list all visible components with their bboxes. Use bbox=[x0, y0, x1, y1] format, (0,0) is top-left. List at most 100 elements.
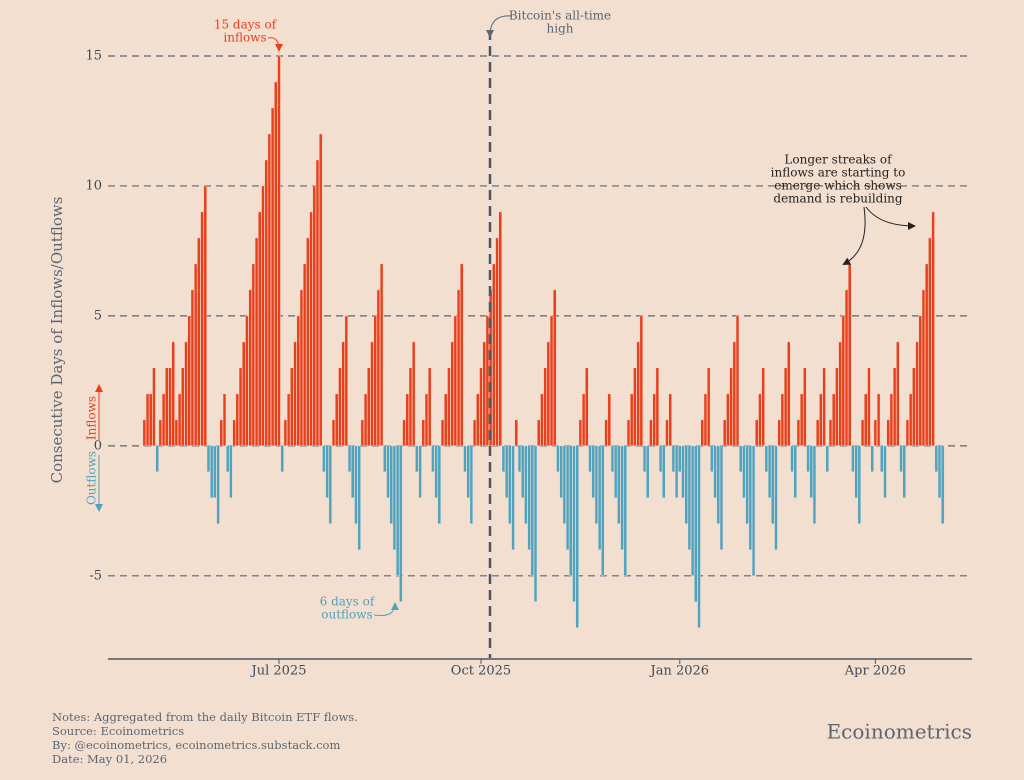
bar bbox=[623, 445, 627, 577]
bar bbox=[931, 211, 935, 447]
bar bbox=[171, 341, 175, 447]
bar bbox=[367, 367, 371, 447]
bar bbox=[248, 289, 252, 447]
bar bbox=[614, 445, 618, 499]
annotation: inflows are starting to bbox=[771, 166, 906, 180]
bar bbox=[501, 445, 506, 473]
bar bbox=[331, 419, 336, 447]
bar bbox=[912, 367, 916, 447]
bar bbox=[787, 341, 791, 447]
bar bbox=[399, 445, 403, 603]
bar bbox=[848, 263, 852, 447]
bar bbox=[315, 159, 320, 447]
bar bbox=[658, 445, 663, 473]
bar bbox=[941, 445, 945, 525]
y-tick-label: 15 bbox=[85, 48, 102, 63]
bar bbox=[892, 367, 897, 447]
bar bbox=[431, 445, 435, 473]
y-tick-label: -5 bbox=[89, 568, 102, 583]
bar bbox=[790, 445, 794, 473]
bar bbox=[482, 341, 486, 447]
bar bbox=[899, 445, 903, 473]
bar bbox=[937, 445, 942, 499]
annotation: Longer streaks of bbox=[784, 153, 893, 167]
bar bbox=[771, 445, 775, 525]
bar bbox=[347, 445, 352, 473]
x-tick-label: Apr 2026 bbox=[844, 664, 906, 679]
bar bbox=[921, 289, 926, 447]
bar bbox=[210, 445, 214, 499]
bar bbox=[694, 445, 698, 603]
bar bbox=[222, 393, 227, 447]
bar bbox=[745, 445, 749, 525]
bar bbox=[723, 419, 727, 447]
bar bbox=[296, 315, 300, 447]
bar bbox=[242, 341, 246, 447]
bar bbox=[719, 445, 724, 551]
bar bbox=[389, 445, 393, 525]
bar bbox=[562, 445, 567, 525]
bar bbox=[783, 367, 788, 447]
bar bbox=[376, 289, 381, 447]
bar bbox=[280, 445, 284, 473]
note: By: @ecoinometrics, ecoinometrics.substa… bbox=[52, 738, 340, 752]
bar bbox=[886, 419, 890, 447]
bar bbox=[344, 315, 348, 447]
bar bbox=[639, 315, 643, 447]
bar bbox=[819, 393, 823, 447]
bar bbox=[303, 263, 307, 447]
bar bbox=[572, 445, 576, 603]
bar bbox=[174, 419, 179, 447]
bar bbox=[521, 445, 525, 499]
bar bbox=[857, 445, 861, 525]
bar bbox=[527, 445, 531, 551]
bar bbox=[213, 445, 217, 499]
bar bbox=[565, 445, 570, 551]
bar bbox=[588, 445, 592, 473]
bar bbox=[428, 367, 432, 447]
bar bbox=[678, 445, 682, 473]
bar bbox=[633, 367, 637, 447]
bar bbox=[668, 393, 672, 447]
bar bbox=[370, 341, 374, 447]
bar bbox=[838, 341, 842, 447]
bar bbox=[537, 419, 541, 447]
bar bbox=[229, 445, 233, 499]
annotation-arrow bbox=[865, 206, 916, 230]
bar bbox=[514, 419, 518, 447]
bar bbox=[258, 211, 262, 447]
bar bbox=[274, 81, 278, 447]
bar bbox=[373, 315, 377, 447]
bar bbox=[876, 393, 881, 447]
bar bbox=[437, 445, 441, 525]
bar bbox=[739, 445, 743, 473]
bar bbox=[232, 419, 236, 447]
bar bbox=[726, 393, 730, 447]
bar bbox=[283, 419, 288, 447]
bar bbox=[655, 367, 659, 447]
bar bbox=[742, 445, 746, 499]
x-tick-label: Oct 2025 bbox=[451, 664, 511, 679]
bar bbox=[469, 445, 474, 525]
bar bbox=[492, 263, 496, 447]
bar bbox=[463, 445, 467, 473]
outflows-label: Outflows bbox=[85, 451, 99, 505]
bar bbox=[238, 367, 243, 447]
inflows-label: Inflows bbox=[85, 396, 99, 440]
bar bbox=[286, 393, 291, 447]
bar bbox=[860, 419, 865, 447]
bar bbox=[909, 393, 913, 447]
bar bbox=[145, 393, 150, 447]
bar bbox=[642, 445, 647, 473]
bar bbox=[780, 393, 785, 447]
annotation-arrow bbox=[486, 15, 513, 38]
annotation: outflows bbox=[321, 608, 372, 622]
bar bbox=[812, 445, 817, 525]
bar bbox=[383, 445, 387, 473]
bar bbox=[216, 445, 220, 525]
bar bbox=[203, 185, 207, 447]
annotation: 6 days of bbox=[320, 595, 376, 609]
bar bbox=[408, 367, 413, 447]
bar bbox=[703, 393, 708, 447]
